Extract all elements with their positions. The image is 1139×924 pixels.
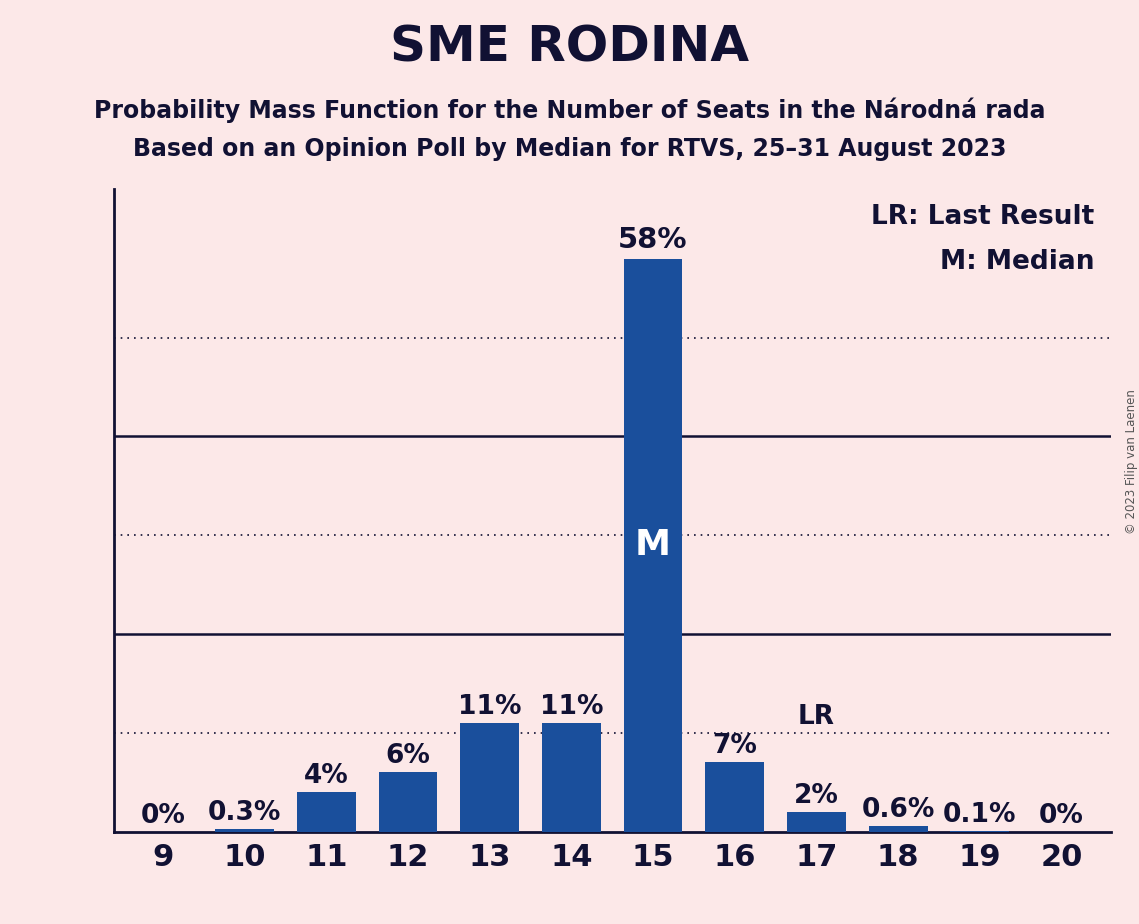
Text: © 2023 Filip van Laenen: © 2023 Filip van Laenen <box>1124 390 1138 534</box>
Text: 58%: 58% <box>618 225 688 253</box>
Text: SME RODINA: SME RODINA <box>390 23 749 71</box>
Text: Probability Mass Function for the Number of Seats in the Národná rada: Probability Mass Function for the Number… <box>93 97 1046 123</box>
Text: 0.1%: 0.1% <box>943 802 1017 828</box>
Bar <box>297 792 355 832</box>
Text: LR: LR <box>798 704 835 730</box>
Text: 0%: 0% <box>1039 803 1084 829</box>
Text: 0.6%: 0.6% <box>861 796 935 822</box>
Text: 6%: 6% <box>385 743 431 770</box>
Text: 11%: 11% <box>458 694 522 720</box>
Bar <box>869 826 927 832</box>
Bar <box>542 723 600 832</box>
Text: 0.3%: 0.3% <box>208 799 281 826</box>
Text: LR: Last Result: LR: Last Result <box>871 204 1095 230</box>
Text: M: M <box>636 529 671 562</box>
Bar <box>950 831 1009 832</box>
Bar <box>215 829 274 832</box>
Bar <box>787 812 846 832</box>
Text: 0%: 0% <box>140 803 186 829</box>
Bar <box>705 762 764 832</box>
Text: 4%: 4% <box>304 763 349 789</box>
Text: M: Median: M: Median <box>940 249 1095 274</box>
Text: 2%: 2% <box>794 783 839 808</box>
Bar <box>378 772 437 832</box>
Bar <box>460 723 519 832</box>
Text: Based on an Opinion Poll by Median for RTVS, 25–31 August 2023: Based on an Opinion Poll by Median for R… <box>133 137 1006 161</box>
Text: 7%: 7% <box>712 734 757 760</box>
Text: 11%: 11% <box>540 694 604 720</box>
Bar <box>624 259 682 832</box>
